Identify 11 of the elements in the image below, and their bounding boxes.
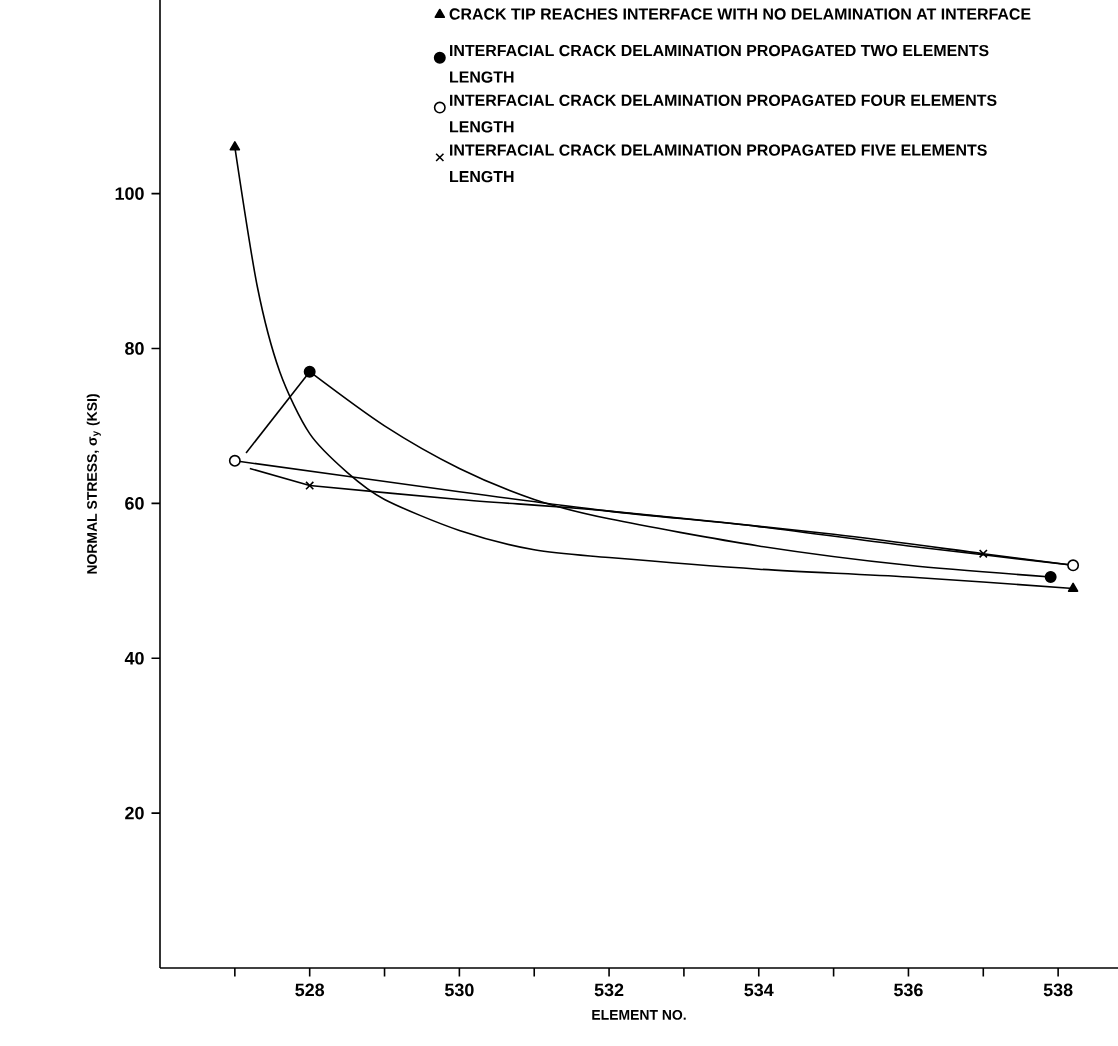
y-tick-label: 40 xyxy=(124,651,144,665)
x-tick-label: 528 xyxy=(295,983,325,997)
x-tick-label: 530 xyxy=(444,983,474,997)
y-tick-label: 60 xyxy=(125,497,144,510)
x-tick-label: 534 xyxy=(744,983,774,997)
x-tick-label: 532 xyxy=(594,983,624,997)
y-tick-label: 80 xyxy=(125,342,144,355)
y-tick-label: 20 xyxy=(125,806,144,820)
x-tick-label: 536 xyxy=(894,983,923,997)
x-tick-label: 538 xyxy=(1043,983,1073,997)
y-tick-label: 100 xyxy=(115,187,144,200)
